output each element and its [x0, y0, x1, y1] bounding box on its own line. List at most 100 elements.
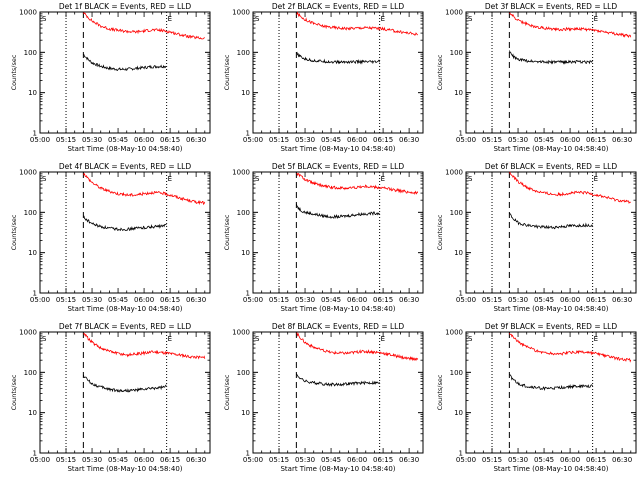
series-events-line — [83, 215, 167, 232]
series-lld-line — [296, 332, 419, 362]
series-lld-line — [296, 172, 419, 195]
panel-title: Det 5f BLACK = Events, RED = LLD — [272, 162, 405, 171]
panel-det-4: Det 4f BLACK = Events, RED = LLD 1 10 100 10… — [10, 162, 211, 313]
end-marker: E — [168, 15, 172, 23]
series-lld-line — [83, 11, 205, 40]
y-tick-label: 1 — [459, 290, 463, 298]
y-tick-label: 1 — [246, 290, 250, 298]
y-tick-label: 1 — [246, 450, 250, 458]
x-tick-label: 05:45 — [108, 296, 128, 304]
start-marker: S — [42, 175, 47, 183]
start-marker: S — [255, 335, 260, 343]
y-tick-label: 100 — [237, 209, 250, 217]
plot-frame — [39, 11, 211, 134]
start-marker: S — [255, 175, 260, 183]
x-axis-label: Start Time (08-May-10 04:58:40) — [67, 305, 182, 313]
y-tick-label: 1000 — [19, 329, 37, 337]
x-axis-label: Start Time (08-May-10 04:58:40) — [493, 305, 608, 313]
y-tick-label: 100 — [24, 49, 37, 57]
series-lld-line — [509, 12, 632, 39]
y-tick-label: 10 — [241, 409, 250, 417]
series-events-line — [509, 374, 593, 392]
x-tick-label: 05:00 — [30, 136, 50, 144]
panel-det-1: Det 1f BLACK = Events, RED = LLD 1 10 100 10… — [10, 2, 211, 153]
y-tick-label: 100 — [24, 369, 37, 377]
x-tick-label: 05:00 — [243, 136, 263, 144]
x-tick-label: 06:30 — [186, 456, 206, 464]
x-tick-label: 06:15 — [586, 456, 606, 464]
x-axis-label: Start Time (08-May-10 04:58:40) — [493, 465, 608, 473]
panel-det-6: Det 6f BLACK = Events, RED = LLD 1 10 100 10… — [436, 162, 637, 313]
x-tick-label: 06:00 — [134, 456, 154, 464]
panel-det-8: Det 8f BLACK = Events, RED = LLD 1 10 100 10… — [223, 322, 424, 473]
series-lld-line — [509, 333, 632, 363]
x-axis-label: Start Time (08-May-10 04:58:40) — [67, 465, 182, 473]
x-tick-label: 06:00 — [560, 456, 580, 464]
panel-det-9: Det 9f BLACK = Events, RED = LLD 1 10 100 10… — [436, 322, 637, 473]
y-axis-label: Counts/sec — [223, 54, 231, 90]
y-tick-label: 100 — [24, 209, 37, 217]
y-tick-label: 1000 — [232, 329, 250, 337]
panel-det-3: Det 3f BLACK = Events, RED = LLD 1 10 100 10… — [436, 2, 637, 153]
x-tick-label: 05:45 — [108, 136, 128, 144]
x-tick-label: 05:15 — [269, 296, 289, 304]
x-axis-label: Start Time (08-May-10 04:58:40) — [280, 305, 395, 313]
y-tick-label: 1000 — [445, 169, 463, 177]
series-events-line — [83, 374, 167, 393]
x-tick-label: 05:15 — [56, 456, 76, 464]
end-marker: E — [594, 335, 598, 343]
y-tick-label: 10 — [454, 89, 463, 97]
panel-title: Det 7f BLACK = Events, RED = LLD — [59, 322, 192, 331]
x-tick-label: 05:45 — [321, 136, 341, 144]
x-axis-label: Start Time (08-May-10 04:58:40) — [280, 465, 395, 473]
y-tick-label: 10 — [28, 249, 37, 257]
y-axis-label: Counts/sec — [223, 374, 231, 410]
start-marker: S — [42, 15, 47, 23]
x-tick-label: 06:00 — [134, 296, 154, 304]
y-axis-label: Counts/sec — [10, 214, 18, 250]
y-axis-label: Counts/sec — [436, 214, 444, 250]
series-lld-line — [296, 11, 419, 36]
x-tick-label: 05:15 — [269, 136, 289, 144]
x-tick-label: 06:00 — [347, 296, 367, 304]
series-events-line — [509, 50, 593, 65]
end-marker: E — [594, 15, 598, 23]
x-tick-label: 05:15 — [482, 296, 502, 304]
x-tick-label: 05:30 — [295, 456, 315, 464]
end-marker: E — [594, 175, 598, 183]
x-tick-label: 06:15 — [160, 456, 180, 464]
y-tick-label: 1 — [459, 130, 463, 138]
x-tick-label: 05:30 — [508, 456, 528, 464]
start-marker: S — [468, 175, 473, 183]
series-events-line — [509, 212, 593, 230]
x-tick-label: 06:30 — [399, 136, 419, 144]
panel-title: Det 1f BLACK = Events, RED = LLD — [59, 2, 192, 11]
x-tick-label: 05:00 — [243, 296, 263, 304]
end-marker: E — [168, 175, 172, 183]
series-lld-line — [83, 172, 206, 206]
x-tick-label: 05:15 — [482, 456, 502, 464]
x-tick-label: 06:15 — [373, 296, 393, 304]
y-tick-label: 1 — [33, 290, 37, 298]
y-tick-label: 1000 — [445, 9, 463, 17]
y-tick-label: 10 — [454, 249, 463, 257]
x-tick-label: 06:30 — [612, 456, 632, 464]
x-tick-label: 05:00 — [30, 296, 50, 304]
x-tick-label: 05:45 — [321, 296, 341, 304]
x-tick-label: 05:15 — [56, 296, 76, 304]
x-tick-label: 06:15 — [586, 136, 606, 144]
x-tick-label: 06:15 — [373, 456, 393, 464]
y-tick-label: 1 — [246, 130, 250, 138]
x-tick-label: 06:15 — [373, 136, 393, 144]
y-tick-label: 1 — [459, 450, 463, 458]
x-tick-label: 05:00 — [456, 296, 476, 304]
plot-frame — [465, 11, 637, 134]
x-tick-label: 05:45 — [534, 296, 554, 304]
x-tick-label: 05:30 — [508, 136, 528, 144]
end-marker: E — [381, 175, 385, 183]
x-tick-label: 06:30 — [399, 456, 419, 464]
plot-frame — [39, 331, 211, 454]
x-tick-label: 05:30 — [295, 296, 315, 304]
